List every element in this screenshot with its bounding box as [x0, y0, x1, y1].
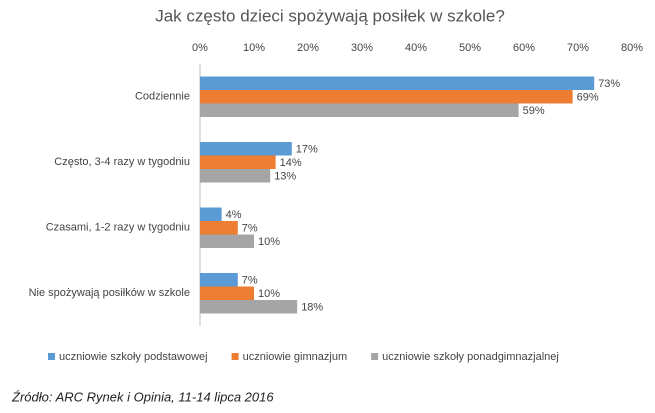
bar [200, 300, 298, 314]
y-tick-label: Często, 3-4 razy w tygodniu [54, 156, 190, 168]
bar [200, 207, 222, 221]
source: Źródło: ARC Rynek i Opinia, 11-14 lipca … [11, 389, 274, 404]
legend-swatch [371, 353, 379, 360]
bar [200, 273, 238, 287]
x-tick-label: 10% [243, 42, 265, 54]
y-tick-label: Nie spożywają posiłków w szkole [29, 287, 190, 299]
x-tick-label: 0% [192, 42, 208, 54]
x-tick-label: 40% [405, 42, 427, 54]
x-tick-label: 50% [459, 42, 481, 54]
x-tick-label: 60% [513, 42, 535, 54]
bar [200, 103, 519, 117]
chart-title: Jak często dzieci spożywają posiłek w sz… [155, 6, 505, 25]
bar [200, 142, 292, 156]
value-label: 10% [258, 288, 280, 300]
value-label: 7% [242, 275, 258, 287]
legend-label: uczniowie szkoły podstawowej [59, 351, 208, 363]
value-label: 14% [280, 157, 302, 169]
legend-label: uczniowie gimnazjum [243, 351, 348, 363]
value-label: 10% [258, 236, 280, 248]
value-label: 17% [296, 144, 318, 156]
bar [200, 155, 276, 169]
bar [200, 90, 573, 104]
value-label: 73% [598, 78, 620, 90]
bar [200, 234, 254, 248]
x-tick-label: 70% [567, 42, 589, 54]
legend-label: uczniowie szkoły ponadgimnazjalnej [382, 351, 559, 363]
value-label: 59% [523, 105, 545, 117]
legend-swatch [231, 353, 239, 360]
value-label: 18% [301, 302, 323, 314]
bar [200, 169, 271, 183]
x-tick-label: 30% [351, 42, 373, 54]
bar [200, 76, 595, 90]
y-tick-label: Czasami, 1-2 razy w tygodniu [46, 222, 190, 234]
value-label: 69% [577, 92, 599, 104]
x-tick-label: 20% [297, 42, 319, 54]
value-label: 4% [226, 209, 242, 221]
x-tick-label: 80% [621, 42, 643, 54]
bar [200, 286, 254, 300]
y-tick-label: Codziennie [135, 91, 190, 103]
legend-swatch [48, 353, 55, 360]
value-label: 7% [242, 223, 258, 235]
bar [200, 221, 238, 235]
value-label: 13% [274, 171, 296, 183]
